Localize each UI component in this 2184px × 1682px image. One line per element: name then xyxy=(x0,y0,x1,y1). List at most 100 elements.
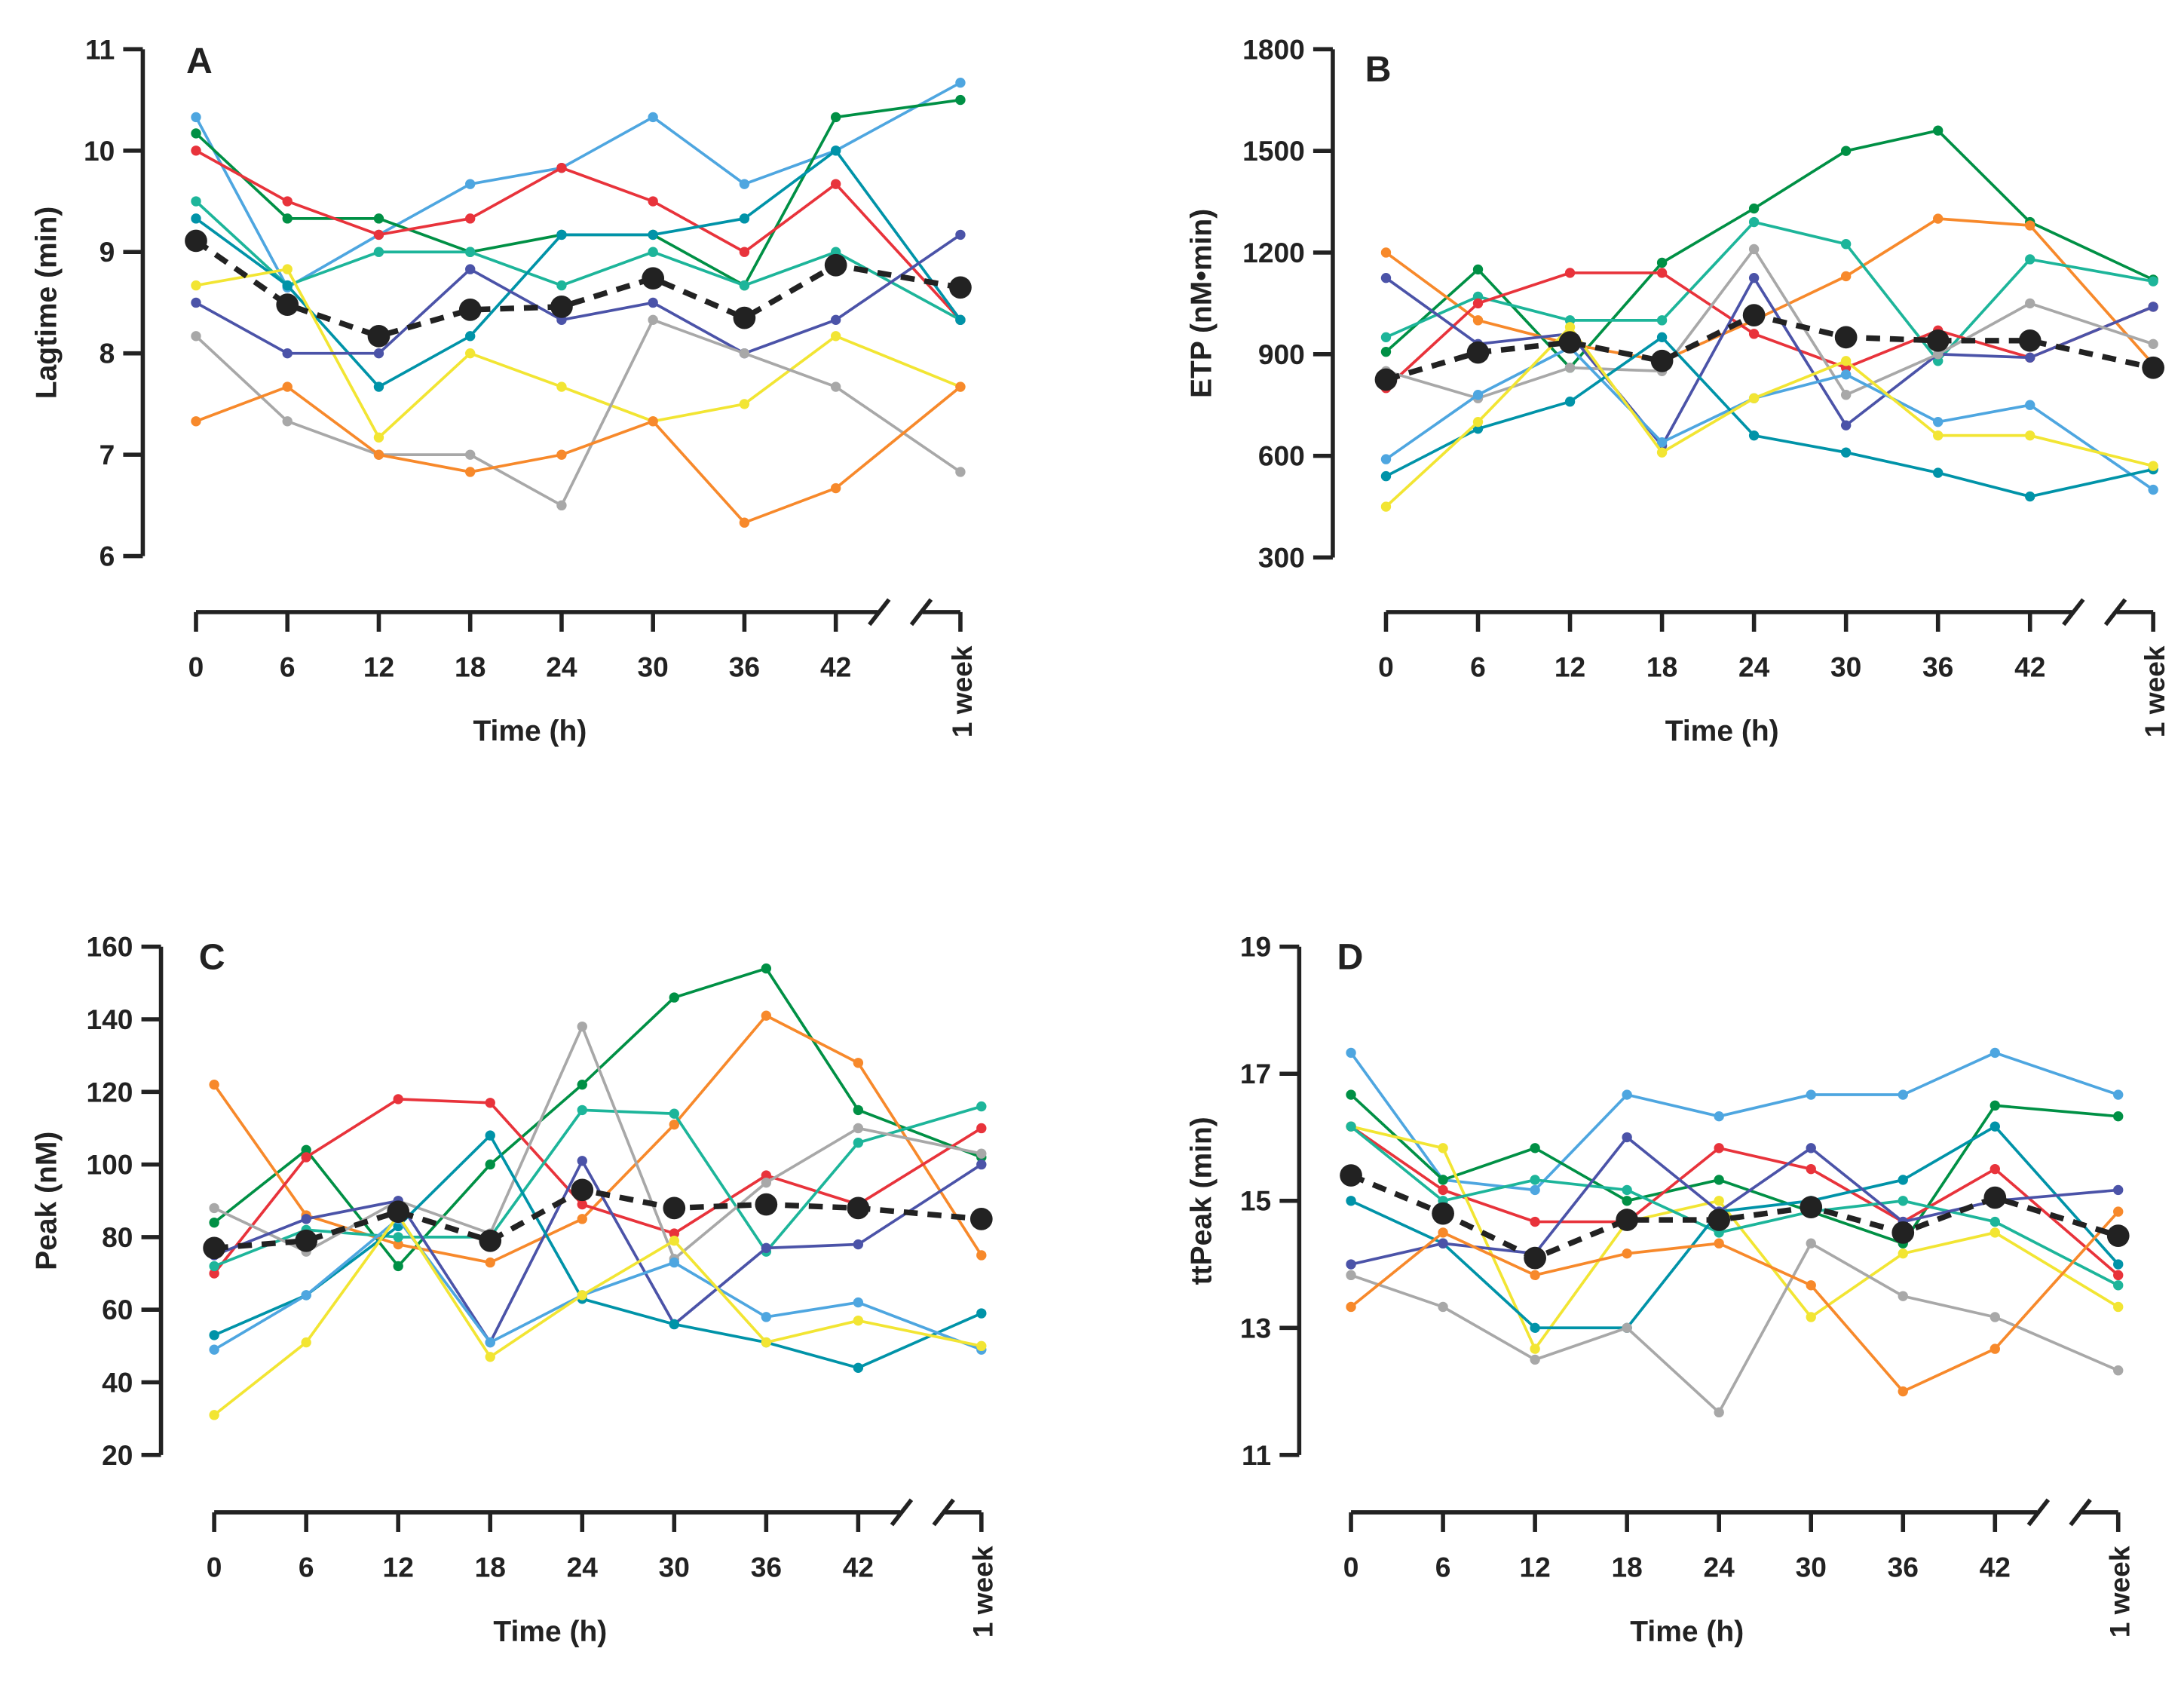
data-point xyxy=(976,1148,987,1159)
data-point xyxy=(1380,247,1392,258)
y-tick-label: 6 xyxy=(100,541,115,572)
data-point xyxy=(1530,1322,1540,1333)
y-axis-label: ttPeak (min) xyxy=(1185,1117,1218,1285)
data-point xyxy=(853,1058,864,1068)
data-point xyxy=(1806,1280,1816,1291)
y-tick-label: 13 xyxy=(1240,1312,1271,1343)
data-point xyxy=(1530,1216,1540,1227)
data-point xyxy=(209,1268,219,1279)
series-gray xyxy=(1380,244,2158,403)
data-point xyxy=(2025,220,2035,231)
data-point xyxy=(1622,1132,1632,1143)
data-point xyxy=(209,1203,219,1214)
data-point xyxy=(465,247,476,257)
mean-point xyxy=(847,1196,870,1220)
data-point xyxy=(1898,1196,1908,1206)
data-point xyxy=(669,1119,679,1130)
data-point xyxy=(955,94,966,106)
series-green xyxy=(209,963,987,1272)
data-point xyxy=(739,517,750,528)
data-point xyxy=(1714,1238,1724,1248)
data-point xyxy=(577,1104,587,1116)
data-point xyxy=(393,1232,403,1242)
series-red xyxy=(1380,268,2158,394)
data-point xyxy=(1530,1175,1540,1185)
data-point xyxy=(2113,1206,2124,1217)
series-navy xyxy=(191,229,966,359)
x-tick-label: 18 xyxy=(1612,1551,1643,1582)
data-point xyxy=(209,1261,219,1272)
series-gray xyxy=(1346,1238,2124,1418)
data-point xyxy=(577,1214,587,1224)
data-point xyxy=(485,1159,495,1170)
axis-break-mark xyxy=(932,1498,955,1527)
series-line xyxy=(213,1157,982,1346)
x-axis-label: Time (h) xyxy=(1665,715,1779,748)
axis-break-mark xyxy=(2062,598,2085,627)
data-point xyxy=(209,1344,219,1355)
data-point xyxy=(1622,1184,1632,1196)
x-tick-label: 42 xyxy=(1980,1551,2011,1582)
data-point xyxy=(955,78,966,88)
mean-point xyxy=(1926,329,1950,352)
mean-point xyxy=(1466,341,1490,364)
data-point xyxy=(209,1410,219,1420)
data-point xyxy=(485,1257,495,1268)
data-point xyxy=(577,1021,587,1032)
data-point xyxy=(2025,298,2035,309)
data-point xyxy=(1840,146,1852,156)
data-point xyxy=(393,1261,403,1272)
data-point xyxy=(1989,1163,2000,1175)
series-orange xyxy=(1346,1206,2124,1397)
mean-point xyxy=(571,1178,594,1202)
data-point xyxy=(1438,1184,1448,1196)
data-point xyxy=(830,381,841,392)
series-darkteal xyxy=(209,1130,987,1373)
series-mean xyxy=(203,1178,993,1260)
y-tick-label: 10 xyxy=(84,135,115,167)
data-point xyxy=(648,196,658,207)
y-axis-label: Lagtime (min) xyxy=(30,207,63,400)
y-tick-label: 120 xyxy=(86,1076,133,1108)
data-point xyxy=(1898,1089,1908,1100)
mean-point xyxy=(755,1193,778,1216)
data-point xyxy=(485,1337,495,1348)
data-point xyxy=(1898,1291,1908,1301)
data-point xyxy=(282,280,293,291)
data-point xyxy=(1714,1175,1724,1185)
data-point xyxy=(282,196,293,207)
data-point xyxy=(955,314,966,326)
data-point xyxy=(2113,1365,2124,1376)
data-point xyxy=(2148,339,2158,350)
mean-point xyxy=(1708,1209,1731,1231)
data-point xyxy=(1346,1259,1356,1270)
data-point xyxy=(1933,467,1944,478)
data-point xyxy=(853,1138,864,1148)
mean-line xyxy=(194,238,961,339)
series-line xyxy=(1385,345,2155,492)
data-point xyxy=(1989,1216,2000,1227)
data-point xyxy=(465,179,476,189)
y-tick-label: 140 xyxy=(86,1003,133,1035)
data-point xyxy=(761,1242,772,1254)
data-point xyxy=(2025,491,2035,502)
data-point xyxy=(830,314,841,326)
x-tick-label: 24 xyxy=(1704,1551,1735,1582)
data-point xyxy=(648,297,658,308)
series-tealgreen xyxy=(1346,1121,2124,1291)
data-point xyxy=(1714,1111,1724,1122)
x-tick-label: 0 xyxy=(207,1551,222,1582)
mean-point xyxy=(2142,356,2165,379)
mean-point xyxy=(949,276,972,299)
data-point xyxy=(282,213,293,224)
data-point xyxy=(1346,1047,1356,1059)
data-point xyxy=(1472,298,1484,309)
data-point xyxy=(465,331,476,342)
y-tick-label: 60 xyxy=(102,1294,133,1325)
x-tick-label: 6 xyxy=(299,1551,314,1582)
data-point xyxy=(1840,420,1852,430)
x-tick-label: 30 xyxy=(659,1551,690,1582)
axis-break-mark xyxy=(909,598,933,627)
data-point xyxy=(191,416,201,427)
mean-point xyxy=(367,324,391,348)
